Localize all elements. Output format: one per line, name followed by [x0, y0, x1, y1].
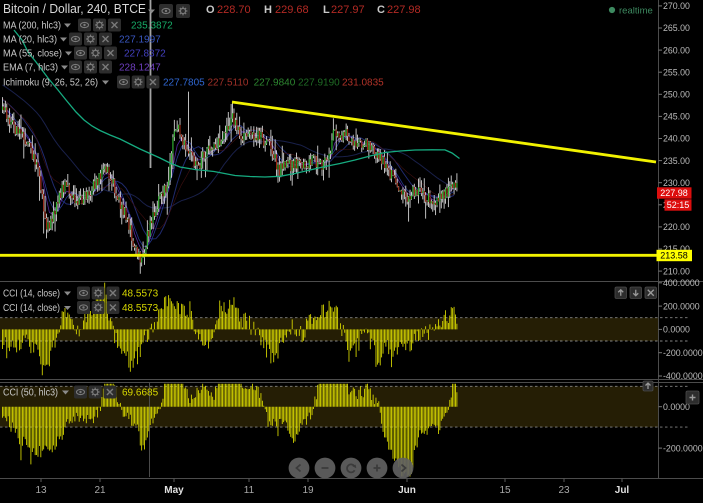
- svg-text:260.00: 260.00: [663, 45, 690, 55]
- svg-text:227.1997: 227.1997: [119, 35, 161, 46]
- svg-text:231.0835: 231.0835: [342, 78, 384, 89]
- svg-text:O: O: [206, 4, 215, 16]
- svg-text:270.00: 270.00: [663, 1, 690, 11]
- svg-text:CCI (14, close): CCI (14, close): [3, 303, 60, 314]
- svg-text:227.98: 227.98: [387, 4, 421, 16]
- svg-text:Ichimoku (9, 26, 52, 26): Ichimoku (9, 26, 52, 26): [3, 78, 98, 89]
- svg-text:EMA (7, hlc3): EMA (7, hlc3): [3, 63, 58, 74]
- svg-text:May: May: [164, 485, 184, 496]
- svg-text:-200.0000: -200.0000: [663, 348, 703, 358]
- svg-text:Bitcoin / Dollar, 240, BTCE: Bitcoin / Dollar, 240, BTCE: [3, 1, 146, 16]
- svg-text:227.9190: 227.9190: [298, 78, 340, 89]
- svg-text:MA (200, hlc3): MA (200, hlc3): [3, 21, 61, 32]
- svg-text:19: 19: [302, 485, 314, 496]
- svg-text:210.00: 210.00: [663, 266, 690, 276]
- svg-text:228.70: 228.70: [217, 4, 251, 16]
- svg-text:69.6685: 69.6685: [122, 388, 159, 399]
- svg-text:21: 21: [94, 485, 106, 496]
- svg-text:230.00: 230.00: [663, 178, 690, 188]
- svg-text:48.5573: 48.5573: [122, 303, 159, 314]
- svg-text:13: 13: [35, 485, 47, 496]
- svg-text:250.00: 250.00: [663, 90, 690, 100]
- svg-text:C: C: [377, 4, 385, 16]
- svg-text:227.8372: 227.8372: [124, 49, 166, 60]
- svg-text:11: 11: [244, 485, 255, 496]
- svg-text:265.00: 265.00: [663, 23, 690, 33]
- svg-text:MA (55, close): MA (55, close): [3, 49, 62, 60]
- svg-text:realtime: realtime: [619, 6, 653, 17]
- svg-text:215.00: 215.00: [663, 244, 690, 254]
- svg-text:MA (20, hlc3): MA (20, hlc3): [3, 35, 57, 46]
- svg-text:200.0000: 200.0000: [663, 301, 700, 311]
- svg-text:-200.0000: -200.0000: [663, 443, 703, 453]
- svg-text:240.00: 240.00: [663, 134, 690, 144]
- svg-text:CCI (14, close): CCI (14, close): [3, 289, 60, 300]
- svg-text:227.9840: 227.9840: [254, 78, 296, 89]
- svg-text:Jun: Jun: [398, 485, 416, 496]
- svg-text:23: 23: [558, 485, 570, 496]
- svg-text:Jul: Jul: [615, 485, 630, 496]
- svg-text:255.00: 255.00: [663, 67, 690, 77]
- svg-text:228.1247: 228.1247: [119, 63, 161, 74]
- svg-text:220.00: 220.00: [663, 222, 690, 232]
- svg-text:227.98: 227.98: [660, 188, 688, 198]
- svg-text:400.0000: 400.0000: [663, 278, 700, 288]
- svg-text:0.0000: 0.0000: [663, 402, 690, 412]
- svg-text:227.5110: 227.5110: [208, 78, 249, 89]
- svg-text:CCI (50, hlc3): CCI (50, hlc3): [3, 388, 58, 399]
- svg-text:52:15: 52:15: [667, 200, 690, 210]
- svg-text:48.5573: 48.5573: [122, 289, 159, 300]
- svg-text:245.00: 245.00: [663, 112, 690, 122]
- svg-text:H: H: [264, 4, 272, 16]
- svg-text:227.7805: 227.7805: [163, 78, 205, 89]
- svg-text:-400.0000: -400.0000: [663, 371, 703, 381]
- svg-text:0.0000: 0.0000: [663, 325, 690, 335]
- svg-text:235.3872: 235.3872: [131, 21, 173, 32]
- svg-text:L: L: [323, 4, 330, 16]
- svg-text:213.58: 213.58: [660, 251, 688, 261]
- svg-text:15: 15: [499, 485, 511, 496]
- svg-text:227.97: 227.97: [331, 4, 365, 16]
- svg-text:229.68: 229.68: [275, 4, 309, 16]
- svg-text:235.00: 235.00: [663, 156, 690, 166]
